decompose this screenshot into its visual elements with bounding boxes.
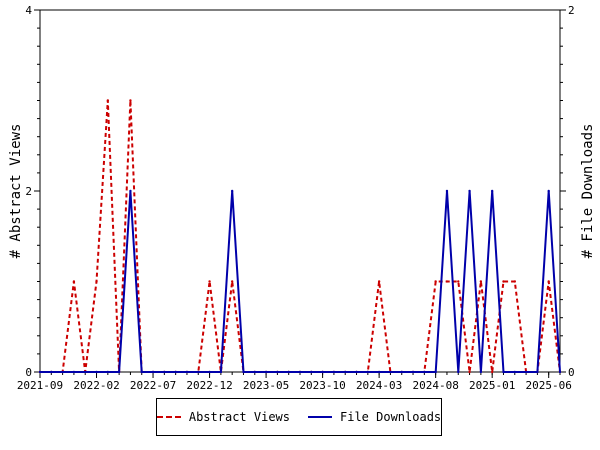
legend-label-file-downloads: File Downloads xyxy=(340,410,442,424)
y-left-tick-label: 2 xyxy=(25,185,32,198)
x-tick-label: 2022-02 xyxy=(73,379,119,392)
data-point-abstract-views xyxy=(377,280,381,283)
data-point-file-downloads xyxy=(38,370,42,374)
data-point-file-downloads xyxy=(536,370,539,374)
data-point-file-downloads xyxy=(276,370,279,374)
x-tick-label: 2024-03 xyxy=(356,379,402,392)
data-point-file-downloads xyxy=(445,189,449,193)
legend-swatch-abstract-views xyxy=(156,416,181,418)
data-point-file-downloads xyxy=(400,370,403,374)
data-point-file-downloads xyxy=(355,370,358,374)
data-point-file-downloads xyxy=(524,370,528,374)
data-point-file-downloads xyxy=(129,189,132,193)
plot-area xyxy=(39,9,561,373)
y-right-tick-label: 2 xyxy=(568,4,575,17)
data-point-abstract-views xyxy=(434,280,437,283)
data-point-file-downloads xyxy=(230,189,234,193)
data-point-file-downloads xyxy=(332,370,336,374)
data-point-abstract-views xyxy=(95,280,98,283)
x-tick-label: 2022-12 xyxy=(186,379,232,392)
data-point-file-downloads xyxy=(151,370,155,374)
series-layer xyxy=(38,99,562,374)
series-line-abstract-views xyxy=(40,100,561,373)
data-point-file-downloads xyxy=(140,370,143,374)
x-tick-label: 2025-06 xyxy=(526,379,572,392)
data-point-abstract-views xyxy=(513,280,516,283)
data-point-file-downloads xyxy=(321,370,324,374)
data-point-file-downloads xyxy=(344,370,347,374)
y-axis-right-title: # File Downloads xyxy=(580,124,596,259)
legend-label-abstract-views: Abstract Views xyxy=(188,410,290,424)
data-point-abstract-views xyxy=(129,99,132,102)
data-point-file-downloads xyxy=(163,370,166,374)
data-point-file-downloads xyxy=(547,189,550,193)
data-point-abstract-views xyxy=(106,99,110,102)
data-point-file-downloads xyxy=(208,370,211,374)
data-point-file-downloads xyxy=(502,370,505,374)
data-point-abstract-views xyxy=(502,280,505,283)
legend: Abstract Views File Downloads xyxy=(156,398,442,436)
data-point-file-downloads xyxy=(72,370,76,374)
data-point-file-downloads xyxy=(389,370,392,374)
data-point-abstract-views xyxy=(208,280,211,283)
axis-labels: 2021-09 2022-02 2022-07 2022-12 2023-05 2023-… xyxy=(17,4,575,392)
data-point-file-downloads xyxy=(411,370,415,374)
data-point-file-downloads xyxy=(423,370,426,374)
data-point-abstract-views xyxy=(468,370,471,374)
data-point-file-downloads xyxy=(197,370,200,374)
x-tick-label: 2022-07 xyxy=(130,379,176,392)
data-point-file-downloads xyxy=(84,370,87,374)
x-tick-label: 2025-01 xyxy=(469,379,515,392)
data-point-abstract-views xyxy=(230,280,234,283)
data-point-file-downloads xyxy=(117,370,121,374)
data-point-abstract-views xyxy=(490,370,494,374)
data-point-file-downloads xyxy=(185,370,189,374)
data-point-abstract-views xyxy=(457,280,460,283)
data-point-file-downloads xyxy=(287,370,290,374)
x-tick-label: 2021-09 xyxy=(17,379,63,392)
data-point-file-downloads xyxy=(95,370,98,374)
axis-ticks xyxy=(34,9,566,378)
data-point-file-downloads xyxy=(513,370,516,374)
data-point-file-downloads xyxy=(219,370,223,374)
x-tick-label: 2024-08 xyxy=(412,379,458,392)
data-point-file-downloads xyxy=(479,370,483,374)
data-point-file-downloads xyxy=(457,370,460,374)
data-point-file-downloads xyxy=(434,370,437,374)
x-tick-label: 2023-05 xyxy=(243,379,289,392)
y-left-tick-label: 0 xyxy=(25,366,32,379)
data-point-abstract-views xyxy=(72,280,76,283)
data-point-file-downloads xyxy=(377,370,381,374)
data-point-abstract-views xyxy=(479,280,483,283)
data-point-abstract-views xyxy=(547,280,550,283)
data-point-file-downloads xyxy=(253,370,256,374)
data-point-file-downloads xyxy=(310,370,313,374)
data-point-file-downloads xyxy=(558,370,562,374)
data-point-file-downloads xyxy=(106,370,110,374)
data-point-file-downloads xyxy=(242,370,245,374)
x-tick-label: 2023-10 xyxy=(299,379,345,392)
legend-item-abstract-views: Abstract Views xyxy=(156,410,290,424)
data-point-abstract-views xyxy=(445,280,449,283)
y-right-tick-label: 0 xyxy=(568,366,575,379)
legend-item-file-downloads: File Downloads xyxy=(308,410,441,424)
data-point-file-downloads xyxy=(490,189,494,193)
data-point-file-downloads xyxy=(366,370,370,374)
data-point-file-downloads xyxy=(298,370,302,374)
data-point-file-downloads xyxy=(50,370,53,374)
data-point-file-downloads xyxy=(264,370,268,374)
y-axis-left-title: # Abstract Views xyxy=(8,124,24,259)
data-point-file-downloads xyxy=(174,370,177,374)
data-point-file-downloads xyxy=(468,189,471,193)
legend-swatch-file-downloads xyxy=(308,416,332,418)
y-left-tick-label: 4 xyxy=(25,4,32,17)
data-point-file-downloads xyxy=(61,370,64,374)
